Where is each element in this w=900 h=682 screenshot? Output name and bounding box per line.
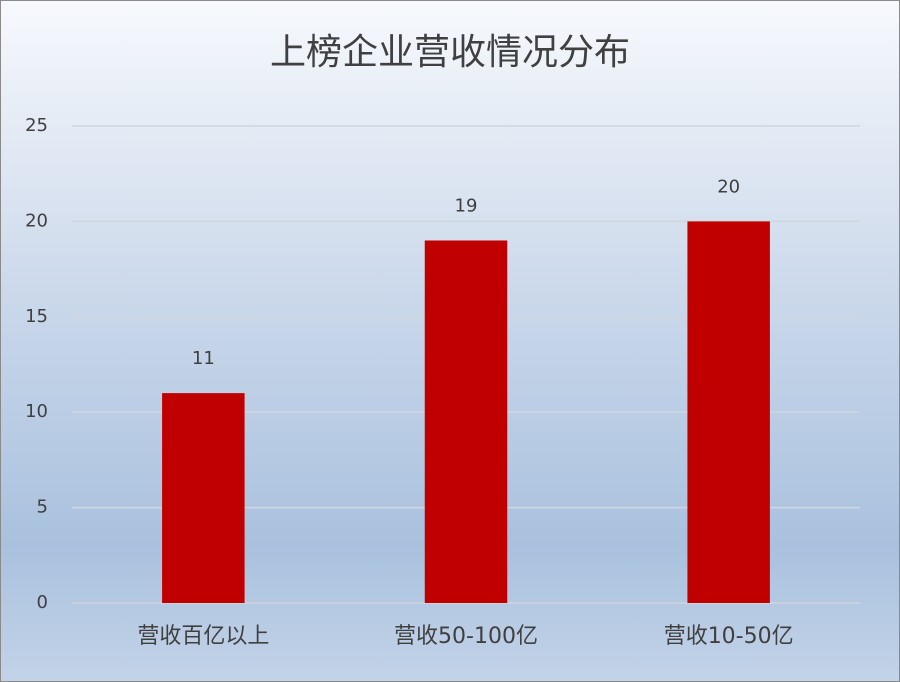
- data-label: 11: [192, 348, 215, 369]
- y-tick-label: 25: [25, 115, 48, 136]
- y-tick-label: 5: [37, 497, 48, 518]
- x-tick-label: 营收百亿以上: [137, 624, 269, 649]
- bar: [162, 393, 245, 603]
- bar: [424, 240, 508, 604]
- x-tick-label: 营收10-50亿: [664, 624, 794, 649]
- x-tick-label: 营收50-100亿: [394, 624, 538, 649]
- y-tick-label: 0: [37, 592, 48, 613]
- bar: [687, 221, 770, 603]
- data-label: 20: [717, 176, 740, 197]
- chart-title: 上榜企业营收情况分布: [270, 32, 630, 73]
- y-tick-label: 15: [25, 306, 48, 327]
- y-tick-label: 10: [25, 401, 48, 422]
- data-label: 19: [455, 195, 478, 216]
- y-tick-label: 20: [25, 210, 48, 231]
